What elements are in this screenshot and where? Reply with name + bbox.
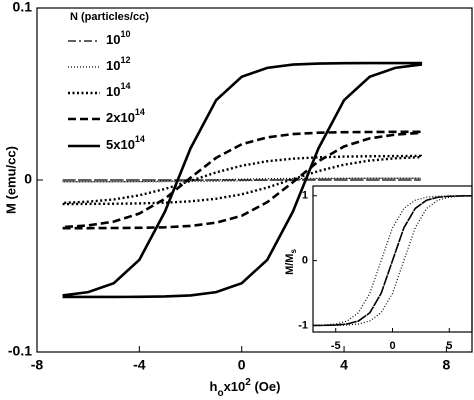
legend-label-sup: 14	[135, 134, 145, 144]
y-tick-label: 0	[24, 171, 32, 187]
x-label-sub: o	[217, 388, 223, 399]
legend-label-base: 10	[106, 84, 120, 99]
y-tick-label: 0	[302, 255, 308, 267]
y-tick-label: 1	[302, 190, 308, 202]
x-tick-label: -8	[31, 357, 44, 373]
legend-label-sup: 10	[120, 29, 130, 39]
inset-plot: -5 0 5 -1 0 1	[298, 190, 473, 352]
x-label-part: h	[210, 379, 218, 394]
legend-label-base: 2x10	[106, 110, 135, 125]
legend-label-base: 5x10	[106, 137, 135, 152]
x-tick-label: 4	[340, 357, 348, 373]
series-line	[62, 177, 421, 183]
inset-y-label: M/Ms	[284, 249, 298, 275]
legend-label: 1014	[106, 81, 130, 99]
y-tick-label: -0.1	[8, 343, 32, 359]
x-tick-label: 5	[446, 340, 452, 352]
y-tick-label: -1	[298, 319, 308, 331]
x-axis-label: hox102 (Oe)	[210, 377, 281, 399]
series-line	[62, 61, 423, 299]
series-line	[62, 154, 423, 206]
x-tick-label: 8	[443, 357, 451, 373]
legend-label-base: 10	[106, 32, 120, 47]
x-tick-label: 0	[389, 340, 395, 352]
legend-label-sup: 12	[120, 55, 130, 65]
legend-label: 1012	[106, 55, 130, 73]
x-label-part: (Oe)	[251, 379, 281, 394]
x-tick-label: -4	[133, 357, 146, 373]
legend-title: N (particles/cc)	[70, 11, 149, 23]
x-label-sup: 2	[245, 377, 251, 388]
legend-label-sup: 14	[135, 107, 145, 117]
series-line	[312, 194, 473, 327]
series-line	[312, 195, 473, 327]
y-axis-label: M (emu/cc)	[3, 146, 18, 214]
x-label-part: x10	[224, 379, 246, 394]
y-tick-label: 0.1	[13, 0, 33, 15]
legend-label: 1010	[106, 29, 130, 47]
legend-label: 5x1014	[106, 134, 145, 152]
legend-label: 2x1014	[106, 107, 145, 125]
x-tick-label: -5	[331, 340, 341, 352]
series-line	[62, 130, 423, 230]
main-plot: -8 -4 0 4 8 -0.1 0 0.1	[8, 0, 451, 373]
legend-label-sup: 14	[120, 81, 130, 91]
inset-y-label-sub: s	[289, 249, 298, 254]
inset-y-label-part: M/M	[284, 254, 296, 275]
x-tick-label: 0	[238, 357, 246, 373]
legend-label-base: 10	[106, 58, 120, 73]
